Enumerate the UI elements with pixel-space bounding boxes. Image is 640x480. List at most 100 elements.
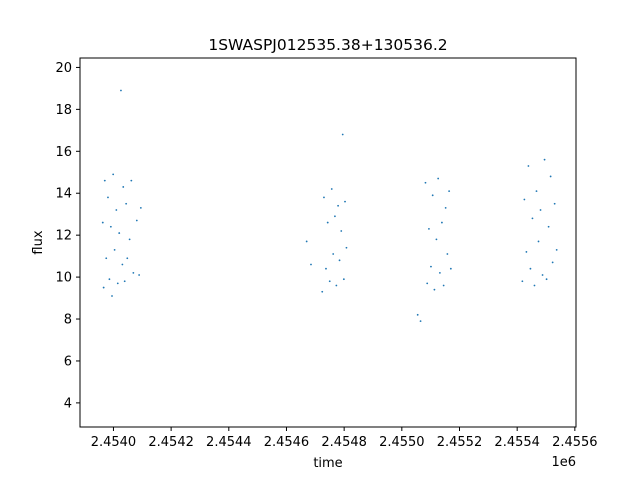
data-point bbox=[545, 278, 548, 281]
data-point bbox=[326, 221, 329, 224]
data-point bbox=[435, 238, 438, 241]
y-tick-label: 20 bbox=[55, 61, 72, 76]
x-tick-label: 2.4546 bbox=[264, 435, 310, 450]
data-point bbox=[549, 175, 552, 178]
data-point bbox=[135, 219, 138, 222]
data-point bbox=[547, 225, 550, 228]
data-point bbox=[431, 194, 434, 197]
data-point bbox=[328, 280, 331, 283]
data-point bbox=[446, 253, 449, 255]
data-point bbox=[419, 320, 422, 323]
x-tick-label: 2.4544 bbox=[206, 435, 252, 450]
data-point bbox=[438, 272, 441, 274]
y-tick-label: 16 bbox=[55, 145, 72, 160]
data-point bbox=[116, 282, 119, 285]
y-tick-label: 12 bbox=[55, 229, 72, 244]
data-point bbox=[123, 280, 126, 283]
data-point bbox=[416, 313, 419, 316]
data-point bbox=[426, 282, 429, 285]
x-tick-label: 2.4548 bbox=[321, 435, 367, 450]
y-tick-label: 8 bbox=[64, 313, 72, 328]
data-point bbox=[533, 284, 536, 287]
data-point bbox=[323, 196, 325, 199]
data-point bbox=[107, 196, 109, 199]
data-point bbox=[109, 225, 112, 228]
data-point bbox=[102, 286, 105, 289]
y-tick-label: 14 bbox=[55, 187, 72, 202]
data-point bbox=[115, 209, 118, 211]
data-point bbox=[332, 253, 335, 255]
data-point bbox=[128, 238, 131, 241]
data-point bbox=[305, 240, 308, 243]
data-point bbox=[330, 188, 333, 190]
data-point bbox=[122, 186, 125, 188]
data-point bbox=[444, 207, 447, 209]
data-point bbox=[337, 204, 339, 207]
data-point bbox=[340, 230, 343, 232]
y-axis: 4 6 8 10 12 14 16 18 20 bbox=[55, 61, 80, 411]
data-point bbox=[433, 288, 436, 291]
data-points bbox=[101, 89, 558, 323]
data-point bbox=[342, 278, 345, 281]
data-point bbox=[334, 215, 336, 218]
y-tick-label: 10 bbox=[55, 271, 72, 286]
chart-title: 1SWASPJ012535.38+130536.2 bbox=[208, 36, 447, 54]
data-point bbox=[126, 257, 129, 260]
data-point bbox=[139, 207, 142, 209]
x-tick-label: 2.4554 bbox=[494, 435, 540, 450]
x-tick-label: 2.4556 bbox=[552, 435, 598, 450]
data-point bbox=[543, 158, 546, 161]
data-point bbox=[449, 267, 452, 270]
plot-frame bbox=[79, 57, 577, 428]
data-point bbox=[130, 179, 133, 182]
y-tick-label: 6 bbox=[64, 354, 72, 369]
data-point bbox=[121, 263, 124, 266]
data-point bbox=[101, 221, 104, 224]
data-point bbox=[108, 278, 111, 281]
data-point bbox=[553, 202, 556, 205]
data-point bbox=[521, 280, 524, 283]
x-tick-label: 2.4552 bbox=[437, 435, 483, 450]
data-point bbox=[105, 257, 108, 260]
data-point bbox=[437, 177, 440, 180]
y-tick-label: 18 bbox=[55, 103, 72, 118]
data-point bbox=[112, 173, 115, 176]
data-point bbox=[537, 240, 540, 243]
data-point bbox=[111, 295, 113, 297]
data-point bbox=[341, 133, 344, 136]
data-point bbox=[539, 209, 542, 211]
y-axis-title: flux bbox=[31, 230, 46, 254]
data-point bbox=[529, 267, 532, 270]
data-point bbox=[523, 198, 526, 201]
data-point bbox=[448, 190, 451, 193]
x-axis-offset-label: 1e6 bbox=[551, 455, 576, 470]
data-point bbox=[138, 274, 141, 276]
data-point bbox=[430, 265, 432, 268]
data-point bbox=[338, 259, 341, 262]
data-point bbox=[321, 290, 324, 293]
data-point bbox=[125, 202, 128, 205]
data-point bbox=[344, 200, 346, 203]
data-point bbox=[535, 190, 538, 193]
data-point bbox=[441, 221, 443, 224]
data-point bbox=[527, 165, 530, 167]
data-point bbox=[428, 227, 430, 230]
y-tick-label: 4 bbox=[64, 396, 72, 411]
x-axis-title: time bbox=[313, 456, 342, 471]
data-point bbox=[118, 232, 121, 234]
data-point bbox=[531, 217, 534, 220]
data-point bbox=[310, 263, 312, 266]
data-point bbox=[555, 248, 558, 251]
data-point bbox=[132, 272, 135, 274]
data-point bbox=[345, 246, 348, 249]
x-axis: 2.4540 2.4542 2.4544 2.4546 2.4548 2.4550 2.45… bbox=[91, 427, 598, 450]
data-point bbox=[325, 267, 327, 270]
data-point bbox=[103, 179, 106, 182]
plot-area bbox=[79, 57, 577, 428]
data-point bbox=[424, 181, 427, 184]
x-tick-label: 2.4542 bbox=[148, 435, 194, 450]
x-tick-label: 2.4550 bbox=[379, 435, 425, 450]
x-tick-label: 2.4540 bbox=[91, 435, 137, 450]
